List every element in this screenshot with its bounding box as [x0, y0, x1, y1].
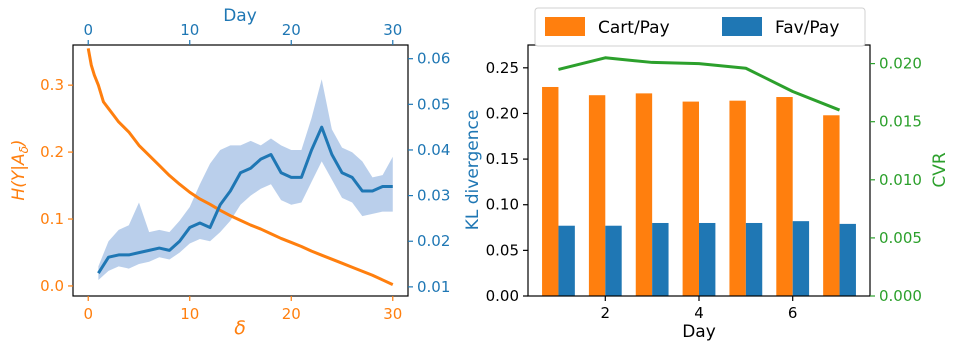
x-tick-label: 20 [282, 305, 301, 323]
bar-fav-pay [605, 225, 622, 296]
y-tick-label: 0.3 [40, 76, 64, 94]
y-tick-label: 0.25 [486, 59, 519, 77]
right-x-axis-label: Day [682, 322, 716, 341]
x-tick-label: 6 [788, 304, 798, 322]
confidence-band [98, 79, 393, 281]
y-tick-label: 0.20 [486, 104, 519, 122]
left-top-axis-label: Day [223, 6, 257, 26]
bar-fav-pay [699, 222, 716, 296]
bar-fav-pay [558, 225, 575, 296]
x-tick-label: 2 [601, 304, 611, 322]
right-y-tick-label: 0.05 [417, 95, 450, 113]
bar-fav-pay [839, 223, 856, 296]
right-cvr-axis-label: CVR [930, 152, 950, 187]
x-tick-label: 10 [180, 305, 199, 323]
bar-cart-pay [635, 93, 653, 296]
left-chart-panel: 0 10 20 30 0.00.10.20.3 0 10 20 30 0.010.020.0… [9, 6, 450, 339]
x-tick-label: 0 [83, 305, 93, 323]
bar-fav-pay [745, 222, 763, 296]
right-x-axis: 2 4 6 [601, 296, 798, 322]
cvr-line [558, 56, 841, 112]
left-plot-frame [72, 44, 409, 297]
right-y-axis: 0.00 0.05 0.10 0.15 0.20 0.25 [486, 59, 528, 305]
bar-fav-pay [792, 221, 810, 296]
left-right-axis: 0.01 0.02 0.03 0.04 0.05 0.06 [408, 50, 450, 296]
bar-fav-pay [652, 222, 669, 296]
y-tick-label: 0.1 [40, 210, 64, 228]
blue-confidence-band [98, 79, 393, 281]
legend-label-cart-pay: Cart/Pay [598, 18, 670, 38]
top-x-tick-label: 20 [282, 21, 301, 39]
right-y-tick-label: 0.03 [417, 187, 450, 205]
y-tick-label: 0.2 [40, 143, 64, 161]
cvr-tick-label: 0.000 [879, 287, 922, 305]
x-tick-label: 4 [694, 304, 704, 322]
top-x-tick-label: 10 [180, 21, 199, 39]
entropy-line [86, 48, 394, 286]
bar-cart-pay [588, 95, 606, 296]
y-tick-label: 0.0 [40, 277, 64, 295]
right-y-axis-label: KL divergence [463, 110, 483, 231]
y-tick-label: 0.15 [486, 150, 519, 168]
legend-label-fav-pay: Fav/Pay [775, 18, 839, 38]
left-top-axis: 0 10 20 30 [83, 21, 402, 45]
legend-box [534, 7, 866, 47]
left-x-axis-label: δ [234, 317, 246, 339]
cvr-tick-label: 0.020 [879, 55, 922, 73]
top-x-tick-label: 0 [83, 21, 93, 39]
right-cvr-axis: 0.000 0.005 0.010 0.015 0.020 [870, 55, 922, 305]
y-tick-label: 0.05 [486, 241, 519, 259]
cvr-tick-label: 0.010 [879, 171, 922, 189]
left-x-axis: 0 10 20 30 [83, 296, 402, 323]
legend-swatch-cart-pay [545, 17, 585, 36]
daily-mean-line [97, 125, 393, 274]
right-y-tick-label: 0.02 [417, 232, 450, 250]
right-y-tick-label: 0.01 [417, 278, 450, 296]
bar-cart-pay [542, 86, 559, 297]
y-tick-label: 0.10 [486, 196, 519, 214]
left-chart-lines [86, 48, 394, 286]
x-tick-label: 30 [383, 305, 402, 323]
bar-cart-pay [729, 100, 746, 296]
bar-cart-pay [776, 97, 793, 296]
cvr-tick-label: 0.005 [879, 229, 922, 247]
legend: Cart/Pay Fav/Pay [534, 7, 866, 47]
cvr-line-path [558, 56, 841, 112]
left-y-axis-label: H(Y|Aδ) [9, 139, 31, 200]
left-y-axis: 0.0 0.1 0.2 0.3 [40, 76, 73, 295]
right-y-tick-label: 0.06 [417, 50, 450, 68]
y-tick-label: 0.00 [486, 287, 519, 305]
legend-swatch-fav-pay [722, 17, 762, 36]
bar-cart-pay [682, 101, 699, 297]
cvr-tick-label: 0.015 [879, 113, 922, 131]
bar-cart-pay [823, 115, 840, 296]
top-x-tick-label: 30 [383, 21, 402, 39]
right-y-tick-label: 0.04 [417, 141, 450, 159]
bar-series [542, 86, 856, 297]
